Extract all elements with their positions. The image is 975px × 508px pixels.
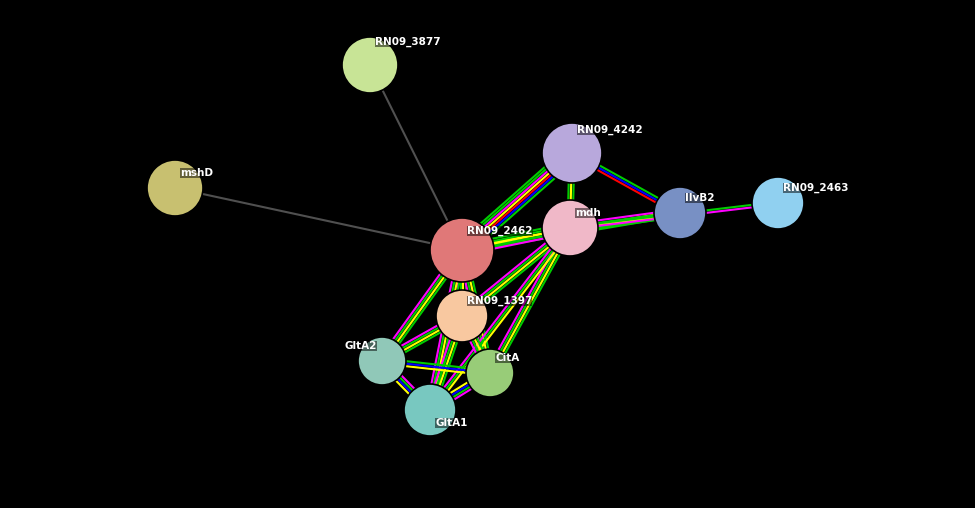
Text: RN09_1397: RN09_1397	[467, 296, 532, 306]
Circle shape	[404, 384, 456, 436]
Circle shape	[342, 37, 398, 93]
Circle shape	[542, 123, 602, 183]
Text: GltA2: GltA2	[344, 341, 377, 351]
Circle shape	[752, 177, 804, 229]
Circle shape	[466, 349, 514, 397]
Text: IlvB2: IlvB2	[685, 193, 715, 203]
Text: RN09_3877: RN09_3877	[375, 37, 441, 47]
Text: mshD: mshD	[180, 168, 213, 178]
Circle shape	[654, 187, 706, 239]
Circle shape	[358, 337, 406, 385]
Text: RN09_2463: RN09_2463	[783, 183, 848, 193]
Text: mdh: mdh	[575, 208, 601, 218]
Text: RN09_2462: RN09_2462	[467, 226, 532, 236]
Circle shape	[430, 218, 494, 282]
Text: RN09_4242: RN09_4242	[577, 125, 643, 135]
Text: CitA: CitA	[495, 353, 520, 363]
Text: GltA1: GltA1	[435, 418, 467, 428]
Circle shape	[147, 160, 203, 216]
Circle shape	[436, 290, 488, 342]
Circle shape	[542, 200, 598, 256]
